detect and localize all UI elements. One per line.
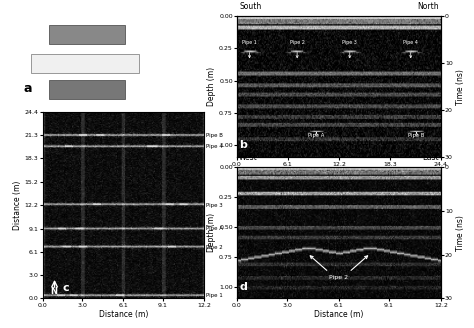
Bar	[31, 54, 139, 72]
X-axis label: Distance (m): Distance (m)	[314, 310, 364, 319]
Y-axis label: Distance (m): Distance (m)	[13, 180, 22, 230]
Y-axis label: Time (ns): Time (ns)	[456, 215, 465, 251]
Text: Pipe 1: Pipe 1	[207, 293, 223, 298]
Text: East: East	[422, 153, 439, 162]
Text: Pipe B: Pipe B	[409, 133, 425, 138]
Text: c: c	[63, 283, 69, 293]
X-axis label: Distance (m): Distance (m)	[99, 310, 148, 319]
Text: N: N	[51, 287, 57, 296]
Text: Pipe 4: Pipe 4	[207, 144, 223, 149]
Text: Pipe 2: Pipe 2	[329, 275, 348, 279]
Y-axis label: Time (ns): Time (ns)	[456, 69, 465, 105]
Text: South: South	[239, 2, 261, 11]
Bar	[49, 25, 125, 45]
Text: Pipe 2: Pipe 2	[290, 40, 305, 45]
Y-axis label: Depth (m): Depth (m)	[207, 67, 216, 107]
Text: Pipe A: Pipe A	[207, 226, 223, 231]
Text: Pipe 1: Pipe 1	[242, 40, 257, 45]
Text: d: d	[239, 282, 247, 292]
Text: Pipe A: Pipe A	[308, 133, 325, 138]
Text: Pipe 3: Pipe 3	[207, 202, 223, 208]
Text: Pipe B: Pipe B	[207, 133, 223, 138]
Text: Pipe 3: Pipe 3	[342, 40, 357, 45]
Text: Pipe 2: Pipe 2	[207, 245, 223, 250]
Text: a: a	[24, 82, 32, 95]
Text: West: West	[239, 153, 258, 162]
X-axis label: Distance (m): Distance (m)	[314, 169, 364, 178]
Text: b: b	[239, 140, 247, 150]
Text: Pipe 4: Pipe 4	[403, 40, 418, 45]
Bar	[49, 80, 125, 99]
Text: North: North	[417, 2, 439, 11]
Y-axis label: Depth (m): Depth (m)	[207, 213, 216, 253]
